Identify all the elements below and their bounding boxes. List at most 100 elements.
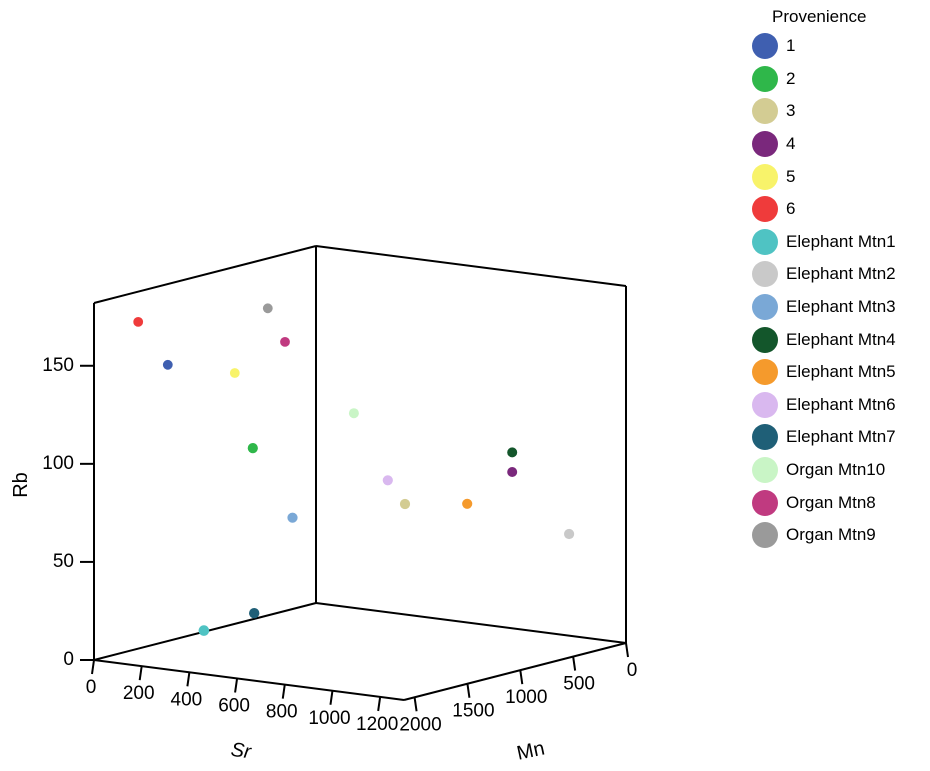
data-point [247, 443, 258, 454]
floor-edge-front-right [403, 642, 627, 701]
sr-tick-mark [186, 672, 191, 687]
y-axis-label: Mn [515, 737, 547, 764]
legend-swatch [752, 391, 778, 418]
legend-item: Elephant Mtn3 [752, 291, 928, 324]
legend-items: 1 2 3 4 5 6 Elephant Mtn1 Elephant Mtn2 Elephant… [752, 30, 928, 552]
legend-item: Elephant Mtn7 [752, 421, 928, 454]
data-point [198, 625, 210, 636]
data-point [133, 317, 144, 327]
legend-swatch [752, 33, 778, 60]
sr-tick-mark [377, 696, 382, 712]
mn-tick-mark [625, 642, 629, 658]
legend-label: Elephant Mtn6 [786, 394, 896, 414]
legend-swatch [752, 522, 778, 549]
sr-tick-mark [91, 659, 95, 675]
sr-tick-label: 1000 [308, 708, 350, 729]
legend-swatch [752, 424, 778, 451]
legend-label: Elephant Mtn1 [786, 231, 896, 251]
legend-item: Elephant Mtn1 [752, 226, 928, 259]
rb-tick-label: 100 [42, 453, 74, 474]
legend-item: 1 [752, 30, 928, 63]
mn-tick-mark [519, 670, 524, 685]
mn-tick-label: 500 [563, 674, 595, 695]
data-point [462, 498, 473, 509]
legend-item: Elephant Mtn2 [752, 258, 928, 291]
legend-item: Elephant Mtn6 [752, 389, 928, 422]
sr-tick-mark [281, 684, 286, 699]
legend-item: 6 [752, 193, 928, 226]
legend-label: Organ Mtn9 [786, 525, 876, 545]
data-point [507, 467, 518, 477]
legend-swatch [752, 228, 778, 255]
sr-tick-label: 400 [171, 689, 203, 710]
mn-tick-label: 1000 [505, 687, 547, 708]
data-point [564, 528, 575, 540]
legend-item: 3 [752, 95, 928, 128]
data-point [507, 447, 518, 458]
legend-label: 3 [786, 101, 796, 121]
legend: Provenience 1 2 3 4 5 6 Elephant Mtn1 Elephant … [752, 4, 928, 552]
legend-item: 5 [752, 160, 928, 193]
data-point [382, 475, 393, 486]
mn-tick-mark [572, 656, 577, 671]
mn-tick-label: 0 [627, 660, 638, 681]
mn-tick-label: 2000 [399, 714, 441, 735]
legend-label: Elephant Mtn2 [786, 264, 896, 284]
data-point [348, 408, 359, 419]
legend-swatch [752, 131, 778, 158]
legend-label: 6 [786, 199, 796, 219]
legend-label: 1 [786, 36, 796, 56]
legend-item: Organ Mtn9 [752, 519, 928, 552]
mn-tick-label: 1500 [452, 701, 494, 722]
legend-label: Elephant Mtn5 [786, 362, 896, 382]
rb-tick-label: 0 [63, 649, 74, 670]
data-point [280, 337, 290, 347]
mn-tick-mark [466, 683, 471, 698]
legend-label: 2 [786, 68, 796, 88]
legend-swatch [752, 294, 778, 321]
sr-tick-label: 600 [218, 695, 250, 716]
floor-edge-back-right [315, 602, 627, 644]
sr-tick-label: 800 [266, 702, 298, 723]
data-point [229, 368, 240, 378]
data-point [287, 512, 298, 523]
legend-item: 4 [752, 128, 928, 161]
legend-swatch [752, 98, 778, 125]
legend-swatch [752, 163, 778, 190]
legend-label: Elephant Mtn4 [786, 329, 896, 349]
x-axis-label: Sr [229, 739, 253, 764]
data-point [249, 608, 260, 619]
sr-tick-mark [138, 666, 143, 681]
plot-box [93, 245, 627, 701]
legend-swatch [752, 196, 778, 223]
legend-swatch [752, 457, 778, 484]
mn-tick-mark [413, 697, 418, 712]
sr-tick-mark [329, 690, 334, 705]
legend-label: 4 [786, 134, 796, 154]
legend-item: Elephant Mtn5 [752, 356, 928, 389]
legend-label: Organ Mtn10 [786, 460, 886, 480]
legend-swatch [752, 326, 778, 353]
data-point [262, 303, 273, 314]
floor-edge-front-left [93, 659, 405, 701]
legend-item: Elephant Mtn4 [752, 323, 928, 356]
legend-swatch [752, 489, 778, 516]
legend-swatch [752, 359, 778, 386]
data-points [133, 303, 575, 636]
legend-item: 2 [752, 63, 928, 96]
legend-label: Organ Mtn8 [786, 492, 876, 512]
legend-swatch [752, 261, 778, 288]
data-point [399, 498, 411, 510]
rb-tick-label: 50 [53, 551, 74, 572]
data-point [162, 359, 173, 370]
legend-title: Provenience [772, 7, 867, 26]
top-edge-right [315, 245, 627, 287]
legend-item: Organ Mtn8 [752, 486, 928, 519]
sr-tick-mark [234, 678, 239, 693]
legend-item: Organ Mtn10 [752, 454, 928, 487]
legend-label: Elephant Mtn3 [786, 297, 896, 317]
rb-tick-label: 150 [42, 355, 74, 376]
legend-swatch [752, 65, 778, 92]
